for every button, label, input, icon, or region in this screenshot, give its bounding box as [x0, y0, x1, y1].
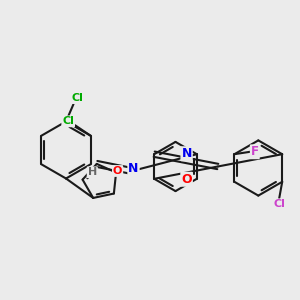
Text: O: O	[181, 173, 192, 186]
Text: F: F	[251, 145, 259, 158]
Text: N: N	[128, 161, 139, 175]
Text: O: O	[113, 166, 122, 176]
Text: Cl: Cl	[62, 116, 74, 126]
Text: Cl: Cl	[71, 93, 83, 103]
Text: N: N	[182, 147, 192, 160]
Text: H: H	[88, 167, 97, 177]
Text: Cl: Cl	[273, 199, 285, 209]
